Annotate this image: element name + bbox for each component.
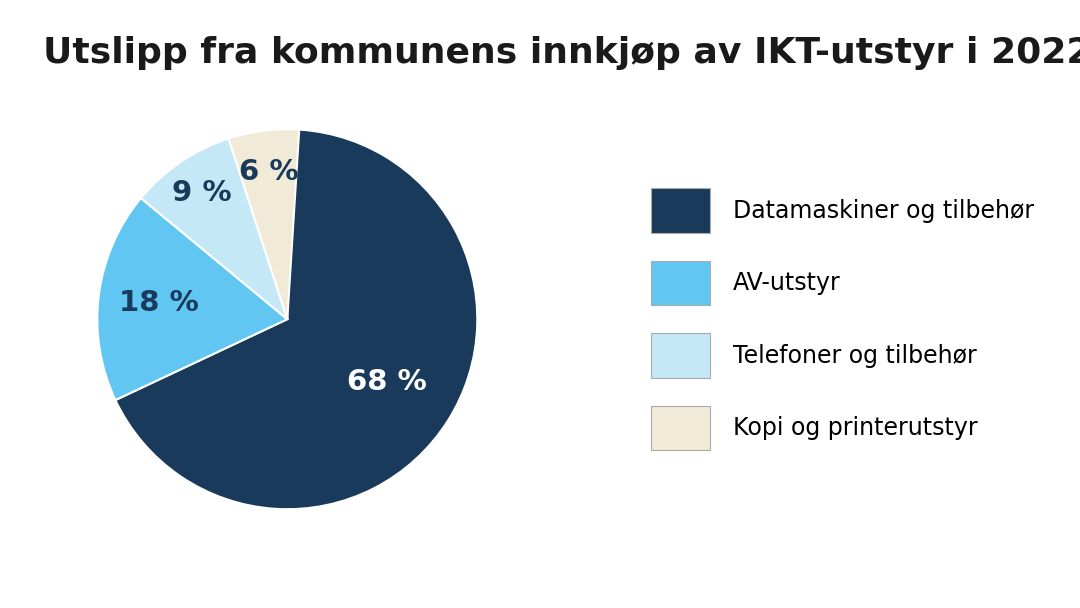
Wedge shape — [116, 130, 477, 509]
Wedge shape — [97, 198, 287, 400]
Text: 68 %: 68 % — [347, 368, 427, 396]
Text: 9 %: 9 % — [172, 179, 232, 207]
Text: Utslipp fra kommunens innkjøp av IKT-utstyr i 2022: Utslipp fra kommunens innkjøp av IKT-uts… — [43, 36, 1080, 71]
Text: 18 %: 18 % — [119, 289, 199, 317]
Legend: Datamaskiner og tilbehør, AV-utstyr, Telefoner og tilbehør, Kopi og printerutsty: Datamaskiner og tilbehør, AV-utstyr, Tel… — [650, 188, 1035, 450]
Wedge shape — [140, 139, 287, 319]
Text: 6 %: 6 % — [239, 158, 298, 186]
Wedge shape — [229, 130, 299, 319]
